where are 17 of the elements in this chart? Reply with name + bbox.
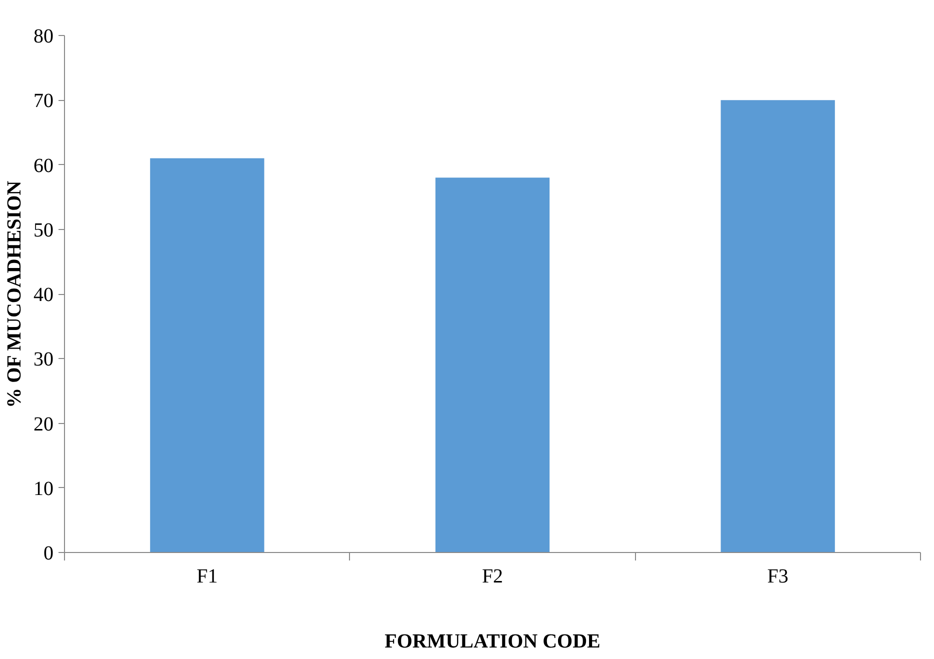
y-tick-label: 30: [34, 348, 54, 371]
y-tick-label: 40: [34, 284, 54, 306]
x-tick-label: F2: [482, 566, 504, 588]
y-tick-label: 20: [34, 413, 54, 436]
y-axis-title: % OF MUCOADHESION: [4, 180, 26, 408]
x-tick-label: F1: [196, 566, 218, 588]
x-axis-title: FORMULATION CODE: [384, 630, 600, 652]
x-tick-label: F3: [767, 566, 788, 588]
y-tick-label: 0: [44, 542, 54, 564]
y-tick-label: 50: [34, 219, 54, 242]
y-tick-label: 80: [34, 26, 54, 48]
y-tick-label: 70: [34, 90, 54, 112]
bar: [720, 100, 835, 552]
bar: [435, 178, 550, 552]
y-tick-label: 60: [34, 154, 54, 177]
y-tick-label: 10: [34, 478, 54, 500]
bar: [150, 158, 264, 552]
